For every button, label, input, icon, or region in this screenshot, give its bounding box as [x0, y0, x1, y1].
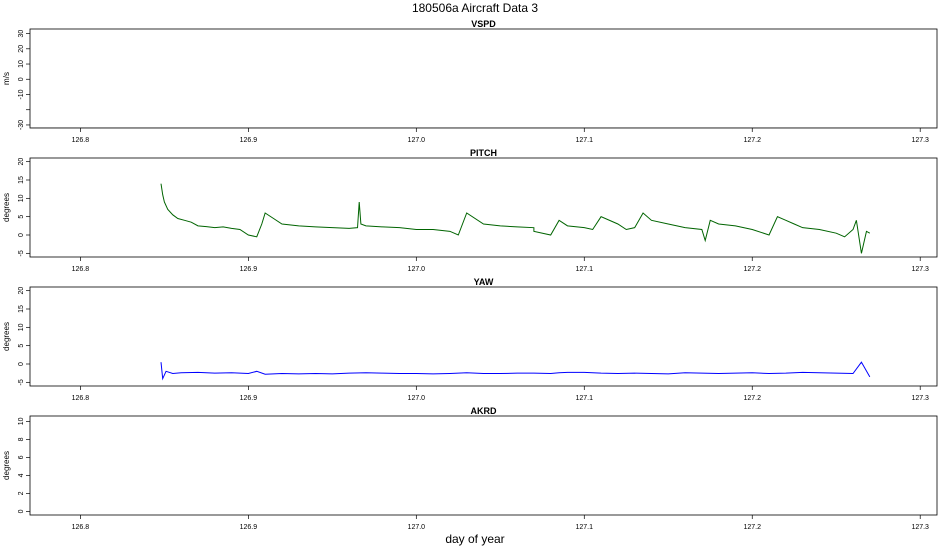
y-tick-label: 5 [18, 215, 25, 219]
y-tick-label: 0 [18, 362, 25, 366]
y-tick-label: -30 [18, 120, 25, 130]
x-tick-label: 127.1 [576, 137, 594, 144]
y-tick-label: 10 [18, 323, 25, 331]
y-axis-label: degrees [2, 451, 11, 480]
panel-title: AKRD [471, 406, 497, 416]
panel-vspd: VSPD m/s 126.8 126.9 127.0 127.1 127.2 127.3 -30… [2, 19, 938, 144]
x-tick-label: 127.1 [576, 524, 594, 531]
x-axis-label: day of year [445, 532, 504, 546]
panel-akrd: AKRD degrees 126.8 126.9 127.0 127.1 127.2 127.… [2, 406, 938, 531]
x-tick-label: 127.2 [743, 266, 761, 273]
panel-pitch: PITCH degrees 126.8 126.9 127.0 127.1 127.2 127… [2, 148, 938, 273]
figure-title: 180506a Aircraft Data 3 [412, 1, 538, 15]
y-tick-label: 4 [18, 473, 25, 477]
x-tick-label: 127.0 [408, 395, 426, 402]
y-tick-label: 15 [18, 305, 25, 313]
y-tick-label: 20 [18, 158, 25, 166]
y-axis-label: degrees [2, 193, 11, 222]
panel-title: YAW [474, 277, 494, 287]
y-tick-label: 2 [18, 491, 25, 495]
x-tick-label: 126.8 [72, 137, 90, 144]
y-axis-label: m/s [2, 72, 11, 85]
x-tick-label: 127.2 [743, 524, 761, 531]
y-tick-label: 10 [18, 60, 25, 68]
x-tick-label: 126.9 [240, 395, 258, 402]
y-tick-label: 10 [18, 417, 25, 425]
y-tick-label: 15 [18, 176, 25, 184]
x-tick-label: 126.9 [240, 137, 258, 144]
x-tick-label: 127.0 [408, 266, 426, 273]
x-tick-label: 127.1 [576, 266, 594, 273]
y-tick-label: 0 [18, 77, 25, 81]
y-tick-label: 20 [18, 287, 25, 295]
y-tick-label: 5 [18, 344, 25, 348]
y-tick-label: -5 [18, 250, 25, 256]
panel-title: PITCH [470, 148, 497, 158]
x-tick-label: 127.3 [911, 395, 929, 402]
x-tick-label: 127.3 [911, 266, 929, 273]
y-tick-label: -10 [18, 89, 25, 99]
x-tick-label: 127.1 [576, 395, 594, 402]
y-tick-label: 0 [18, 509, 25, 513]
x-tick-label: 126.8 [72, 395, 90, 402]
y-tick-label: 20 [18, 45, 25, 53]
x-tick-label: 126.8 [72, 266, 90, 273]
x-tick-label: 127.3 [911, 524, 929, 531]
x-tick-label: 126.9 [240, 524, 258, 531]
panel-title: VSPD [471, 19, 496, 29]
plot-frame [29, 157, 938, 258]
y-tick-label: -5 [18, 379, 25, 385]
panel-yaw: YAW degrees 126.8 126.9 127.0 127.1 127.2 127.3… [2, 277, 938, 402]
x-tick-label: 126.9 [240, 266, 258, 273]
y-tick-label: 10 [18, 194, 25, 202]
y-tick-label: 0 [18, 233, 25, 237]
x-tick-label: 127.0 [408, 524, 426, 531]
series-line-pitch [160, 183, 871, 254]
plot-frame [29, 415, 938, 516]
x-tick-label: 126.8 [72, 524, 90, 531]
x-tick-label: 127.0 [408, 137, 426, 144]
y-tick-label: 30 [18, 30, 25, 38]
plot-frame [29, 286, 938, 387]
x-tick-label: 127.2 [743, 137, 761, 144]
y-tick-label: 8 [18, 437, 25, 441]
y-axis-label: degrees [2, 322, 11, 351]
x-tick-label: 127.3 [911, 137, 929, 144]
series-line-yaw [160, 361, 871, 381]
plot-frame [29, 28, 938, 129]
y-tick-label: 6 [18, 455, 25, 459]
x-tick-label: 127.2 [743, 395, 761, 402]
